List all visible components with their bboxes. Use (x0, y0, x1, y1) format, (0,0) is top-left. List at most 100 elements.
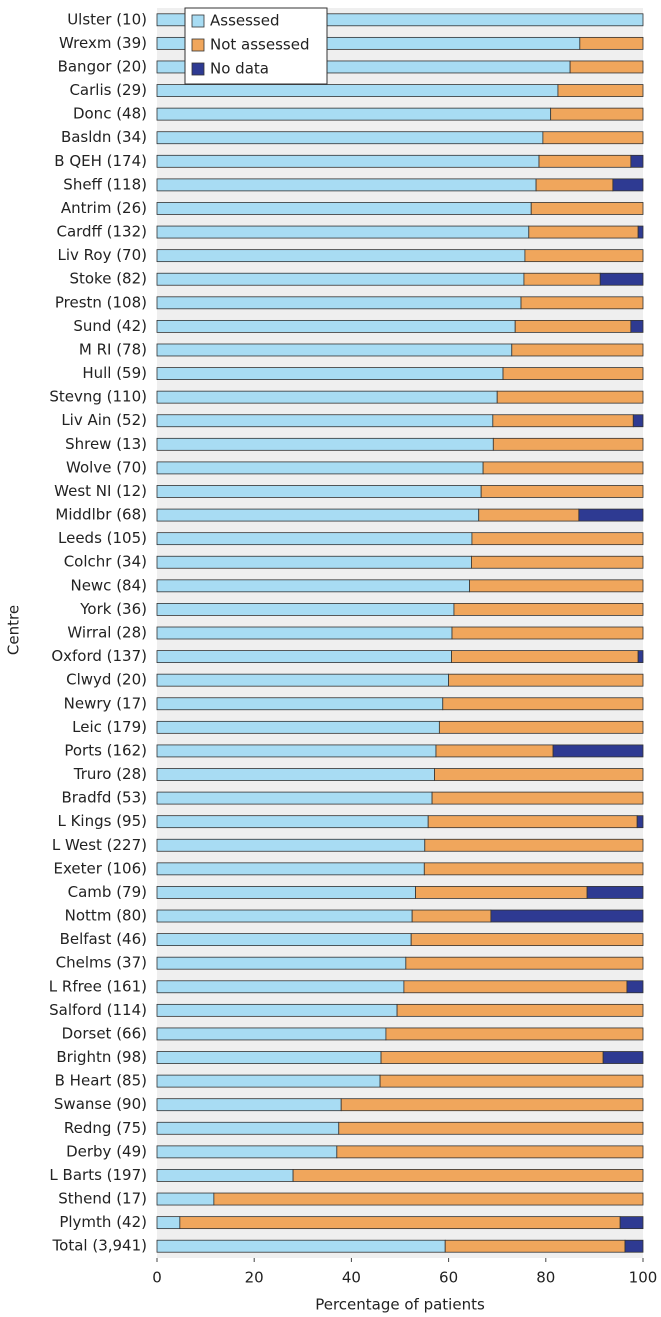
y-tick-label: Ports (162) (64, 741, 147, 759)
bar-segment (586, 886, 644, 899)
bar-segment (156, 909, 413, 923)
bar-segment (156, 272, 525, 286)
x-tick-label: 0 (152, 1269, 162, 1287)
bar-segment (156, 791, 433, 805)
y-tick-label: Prestn (108) (55, 293, 147, 311)
y-tick-label: Donc (48) (73, 105, 147, 123)
bar-segment (444, 1239, 626, 1253)
bar-segment (156, 508, 480, 522)
y-tick-label: Colchr (34) (64, 553, 147, 571)
bar-segment (405, 956, 644, 970)
y-tick-label: Shrew (13) (65, 435, 147, 453)
y-tick-label: M RI (78) (79, 340, 147, 358)
y-tick-label: Sheff (118) (63, 175, 147, 193)
bar-segment (632, 414, 644, 428)
bar-segment (156, 1051, 382, 1064)
bar-segment (435, 744, 554, 758)
bar-segment (156, 555, 472, 569)
bar-segment (156, 744, 437, 758)
y-tick-label: Leeds (105) (58, 529, 147, 547)
y-tick-label: Liv Ain (52) (61, 411, 147, 429)
y-tick-label: Oxford (137) (51, 647, 147, 665)
bar-segment (156, 838, 426, 852)
bar-segment (156, 1074, 381, 1088)
bar-segment (410, 933, 644, 947)
bar-segment (156, 1003, 398, 1017)
bar-segment (156, 225, 530, 239)
bar-segment (542, 131, 644, 145)
bar-segment (624, 1239, 644, 1253)
bar-segment (520, 296, 644, 310)
bar-segment (156, 532, 473, 546)
y-tick-label: Liv Roy (70) (57, 246, 147, 264)
bar-segment (156, 178, 537, 192)
y-axis-label: Centre (5, 605, 23, 655)
bar-segment (156, 886, 416, 899)
bar-segment (619, 1216, 644, 1230)
y-tick-label: L Rfree (161) (49, 977, 147, 995)
y-tick-label: Camb (79) (68, 883, 147, 901)
legend-swatch (191, 38, 205, 52)
bar-segment (156, 154, 540, 168)
y-tick-label: Wrexm (39) (59, 34, 147, 52)
bar-segment (438, 720, 644, 734)
bar-segment (156, 697, 444, 711)
y-tick-label: Basldn (34) (61, 128, 147, 146)
bar-segment (379, 1074, 644, 1088)
bar-segment (599, 272, 644, 286)
y-tick-label: Cardff (132) (56, 223, 147, 241)
bar-segment (612, 178, 644, 192)
bar-segment (156, 414, 494, 428)
bar-segment (156, 1027, 387, 1041)
y-tick-label: Leic (179) (72, 718, 147, 736)
y-tick-label: Nottm (80) (65, 907, 147, 925)
legend-box (184, 7, 328, 85)
bar-segment (502, 367, 644, 380)
bar-segment (340, 1098, 644, 1112)
bar-segment (423, 862, 644, 876)
y-tick-label: Derby (49) (66, 1142, 147, 1160)
x-tick-label: 60 (439, 1269, 458, 1287)
y-tick-label: Newc (84) (70, 576, 147, 594)
bar-segment (396, 1003, 644, 1017)
bar-segment (156, 131, 544, 145)
bar-segment (626, 980, 644, 994)
x-tick-label: 100 (629, 1269, 658, 1287)
bar-segment (156, 673, 450, 687)
y-tick-label: B Heart (85) (55, 1072, 147, 1090)
bar-segment (156, 768, 435, 781)
bar-segment (156, 862, 425, 876)
y-tick-label: Stevng (110) (49, 388, 147, 406)
bar-segment (602, 1051, 644, 1064)
y-tick-label: Bradfd (53) (61, 789, 147, 807)
y-tick-label: Sund (42) (73, 317, 147, 335)
bar-segment (431, 791, 644, 805)
bar-segment (496, 390, 644, 404)
y-tick-label: Sthend (17) (58, 1190, 147, 1208)
bar-segment (156, 461, 484, 475)
bar-segment (156, 84, 559, 97)
bar-segment (156, 1098, 342, 1112)
y-tick-label: Bangor (20) (58, 57, 147, 75)
y-tick-label: L Kings (95) (57, 812, 147, 830)
y-tick-label: Salford (114) (49, 1001, 147, 1019)
bar-segment (442, 697, 644, 711)
bar-segment (156, 202, 532, 215)
bar-segment (535, 178, 614, 192)
bar-segment (213, 1192, 644, 1206)
y-tick-label: Hull (59) (82, 364, 147, 382)
bar-segment (552, 744, 644, 758)
legend: Assessed Not assessed No data (184, 7, 328, 85)
bar-segment (156, 367, 504, 380)
bar-segment (511, 343, 644, 357)
legend-label: Not assessed (210, 36, 309, 54)
bar-segment (156, 1121, 340, 1135)
y-tick-label: Wirral (28) (67, 624, 147, 642)
bar-segment (514, 319, 632, 333)
x-tick-label: 80 (536, 1269, 555, 1287)
x-tick-label: 40 (342, 1269, 361, 1287)
y-tick-label: L Barts (197) (49, 1166, 147, 1184)
bar-segment (492, 414, 634, 428)
bar-segment (550, 107, 644, 121)
bar-segment (156, 956, 407, 970)
